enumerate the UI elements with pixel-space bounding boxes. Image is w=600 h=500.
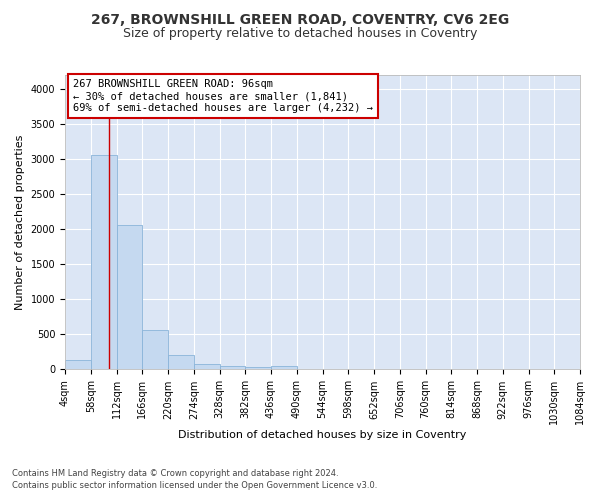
Bar [194, 364, 220, 370]
Text: Contains HM Land Registry data © Crown copyright and database right 2024.: Contains HM Land Registry data © Crown c… [12, 468, 338, 477]
Bar [116, 225, 142, 370]
Bar [91, 155, 116, 370]
Text: Contains public sector information licensed under the Open Government Licence v3: Contains public sector information licen… [12, 481, 377, 490]
Text: 267 BROWNSHILL GREEN ROAD: 96sqm
← 30% of detached houses are smaller (1,841)
69: 267 BROWNSHILL GREEN ROAD: 96sqm ← 30% o… [73, 80, 373, 112]
Bar [220, 366, 245, 370]
Bar [271, 366, 297, 370]
Bar [142, 330, 168, 370]
Text: 267, BROWNSHILL GREEN ROAD, COVENTRY, CV6 2EG: 267, BROWNSHILL GREEN ROAD, COVENTRY, CV… [91, 12, 509, 26]
Bar [65, 360, 91, 370]
Bar [245, 366, 271, 370]
X-axis label: Distribution of detached houses by size in Coventry: Distribution of detached houses by size … [178, 430, 467, 440]
Text: Size of property relative to detached houses in Coventry: Size of property relative to detached ho… [123, 28, 477, 40]
Y-axis label: Number of detached properties: Number of detached properties [15, 134, 25, 310]
Bar [168, 356, 194, 370]
